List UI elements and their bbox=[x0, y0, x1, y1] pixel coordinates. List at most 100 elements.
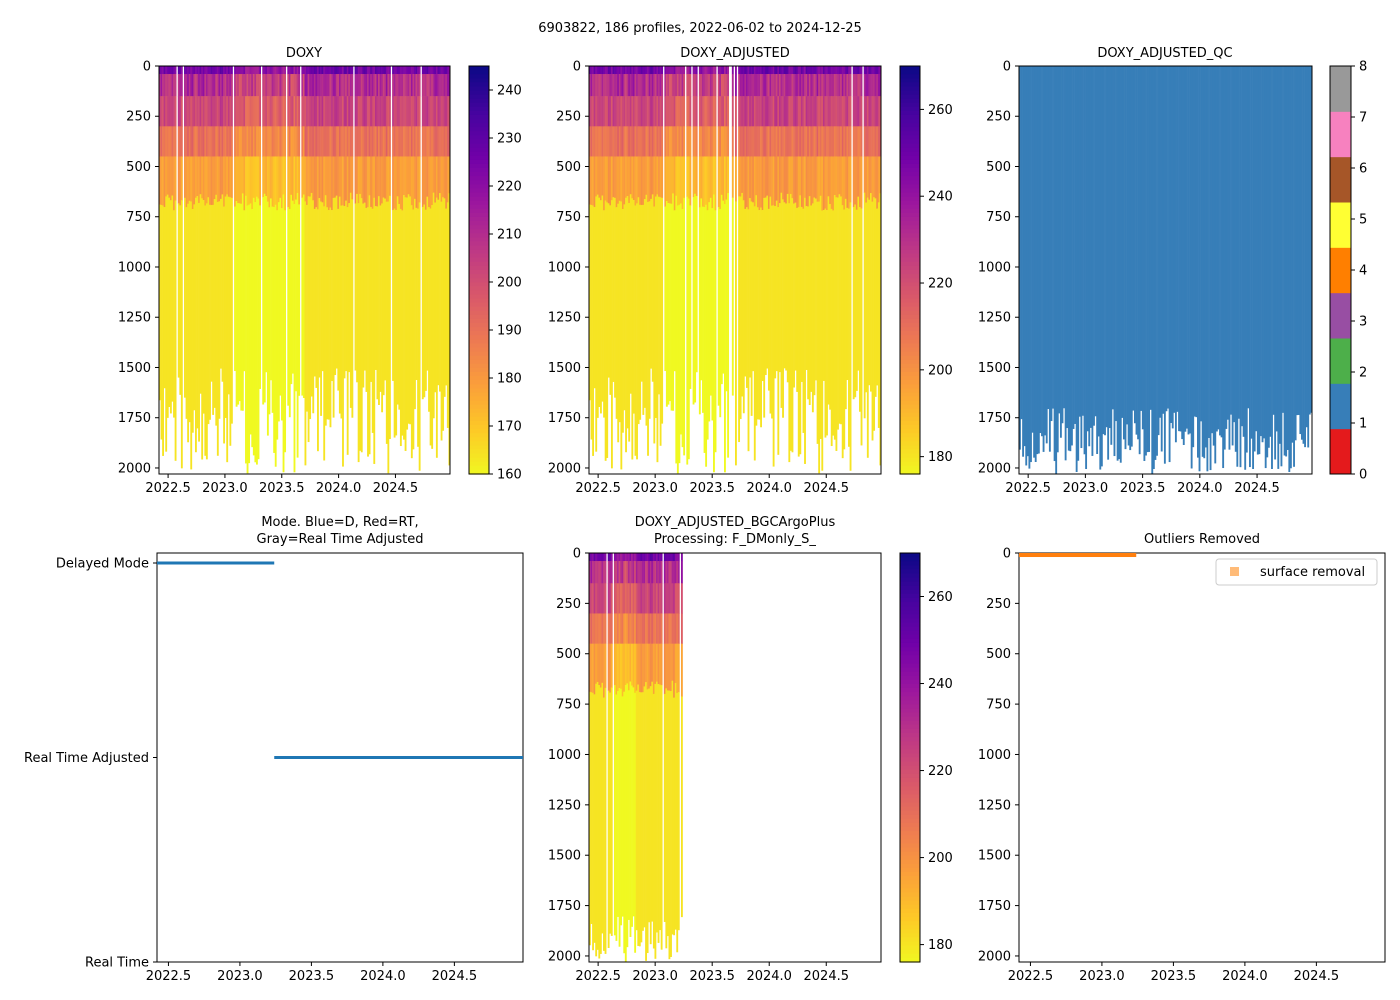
profile-cell bbox=[418, 96, 421, 127]
qc-profile-bar bbox=[1110, 66, 1113, 445]
profile-cell bbox=[664, 156, 667, 207]
profile-cell bbox=[187, 203, 190, 443]
profile-cell bbox=[744, 66, 747, 75]
profile-cell bbox=[306, 74, 308, 97]
profile-cell bbox=[698, 126, 701, 157]
profile-cell bbox=[799, 96, 802, 127]
profile-cell bbox=[739, 96, 742, 127]
profile-cell bbox=[345, 126, 348, 157]
profile-cell bbox=[687, 198, 690, 460]
colorbar-step bbox=[469, 94, 489, 100]
qc-profile-bar bbox=[1086, 66, 1089, 432]
profile-cell bbox=[329, 126, 332, 157]
profile-cell bbox=[592, 156, 595, 206]
profile-cell bbox=[811, 126, 814, 157]
colorbar-step bbox=[900, 655, 920, 660]
profile-cell bbox=[747, 74, 750, 97]
profile-cell bbox=[818, 156, 821, 202]
qc-profile-bar bbox=[1261, 66, 1264, 443]
profile-cell bbox=[877, 156, 880, 203]
profile-cell bbox=[190, 66, 193, 75]
profile-cell bbox=[821, 96, 824, 127]
profile-cell bbox=[187, 66, 190, 75]
profile-cell bbox=[771, 205, 773, 419]
profile-cell bbox=[646, 583, 649, 614]
profile-cell bbox=[202, 74, 205, 97]
profile-cell bbox=[863, 74, 866, 97]
profile-cell bbox=[601, 195, 604, 402]
profile-cell bbox=[281, 66, 283, 75]
profile-cell bbox=[443, 198, 446, 397]
profile-cell bbox=[617, 66, 620, 75]
colorbar-tick-label: 6 bbox=[1359, 162, 1367, 177]
profile-cell bbox=[230, 197, 233, 424]
profile-cell bbox=[689, 74, 692, 97]
qc-profile-bar bbox=[1288, 66, 1291, 472]
profile-cell bbox=[623, 74, 626, 97]
qc-profile-bar bbox=[1116, 66, 1119, 461]
qc-colorbar-segment bbox=[1330, 292, 1351, 339]
profile-cell bbox=[761, 156, 764, 211]
colorbar-step bbox=[900, 331, 920, 336]
profile-cell bbox=[363, 156, 366, 203]
profile-cell bbox=[617, 691, 619, 917]
profile-cell bbox=[324, 126, 327, 157]
profile-cell bbox=[277, 96, 280, 127]
profile-cell bbox=[412, 156, 415, 210]
profile-cell bbox=[666, 613, 669, 644]
profile-cell bbox=[637, 126, 640, 157]
profile-cell bbox=[284, 210, 287, 453]
profile-cell bbox=[321, 74, 324, 97]
profile-cell bbox=[370, 156, 373, 208]
profile-cell bbox=[609, 613, 612, 644]
profile-cell bbox=[631, 685, 633, 927]
profile-cell bbox=[177, 96, 180, 127]
profile-cell bbox=[727, 96, 730, 127]
profile-cell bbox=[166, 194, 169, 418]
profile-cell bbox=[443, 96, 446, 127]
profile-cell bbox=[332, 96, 335, 127]
profile-cell bbox=[637, 553, 640, 562]
colorbar-step bbox=[900, 408, 920, 414]
profile-cell bbox=[370, 66, 373, 75]
profile-cell bbox=[414, 74, 416, 97]
colorbar-step bbox=[469, 335, 489, 340]
profile-cell bbox=[681, 209, 684, 448]
colorbar-step bbox=[900, 757, 920, 763]
colorbar-step bbox=[900, 151, 920, 157]
profile-cell bbox=[626, 156, 629, 197]
profile-cell bbox=[290, 96, 293, 127]
qc-profile-bar bbox=[1307, 66, 1310, 448]
profile-cell bbox=[448, 96, 451, 127]
profile-cell bbox=[763, 156, 766, 199]
colorbar-step bbox=[900, 929, 920, 934]
profile-cell bbox=[745, 74, 748, 97]
colorbar-step bbox=[900, 318, 920, 324]
profile-cell bbox=[251, 66, 254, 75]
profile-cell bbox=[634, 643, 637, 694]
profile-cell bbox=[813, 156, 816, 198]
profile-cell bbox=[604, 553, 607, 562]
profile-cell bbox=[326, 96, 329, 127]
profile-cell bbox=[824, 208, 827, 438]
profile-cell bbox=[623, 66, 626, 75]
colorbar-step bbox=[900, 196, 920, 202]
profile-cell bbox=[614, 74, 616, 97]
profile-cell bbox=[327, 210, 330, 420]
qc-profile-bar bbox=[1174, 66, 1177, 443]
profile-cell bbox=[827, 196, 830, 405]
profile-cell bbox=[202, 200, 205, 414]
profile-cell bbox=[415, 66, 418, 75]
profile-cell bbox=[744, 156, 747, 210]
panel-bgcargoplus: DOXY_ADJUSTED_BGCArgoPlus Processing: F_… bbox=[548, 515, 953, 984]
profile-cell bbox=[649, 643, 652, 687]
profile-cell bbox=[857, 66, 860, 75]
profile-cell bbox=[700, 198, 703, 381]
qc-profile-bar bbox=[1260, 66, 1262, 437]
profile-cell bbox=[780, 96, 783, 127]
profile-cell bbox=[309, 96, 312, 127]
profile-cell bbox=[381, 96, 384, 127]
profile-cell bbox=[799, 66, 802, 75]
qc-profile-bar bbox=[1082, 66, 1084, 416]
profile-cell bbox=[830, 96, 833, 127]
